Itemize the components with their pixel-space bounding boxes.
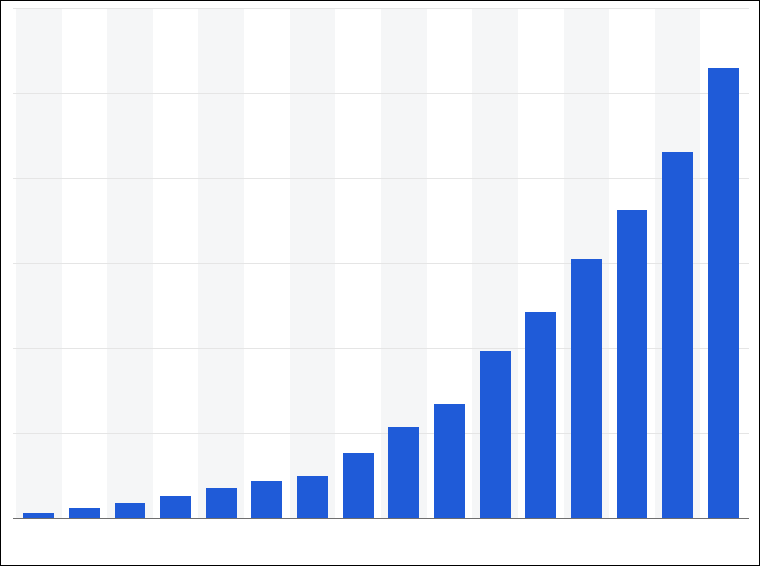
chart-bar — [525, 312, 556, 519]
chart-bar — [571, 259, 602, 519]
chart-gridline — [13, 178, 749, 179]
chart-bar — [160, 496, 191, 519]
chart-bg-stripe — [198, 9, 244, 519]
chart-frame — [0, 0, 760, 566]
chart-bar — [480, 351, 511, 519]
chart-bar — [297, 476, 328, 519]
chart-bar — [343, 453, 374, 519]
chart-plot-area — [13, 9, 749, 519]
chart-bar — [708, 68, 739, 519]
chart-bar — [662, 152, 693, 519]
chart-bg-stripe — [290, 9, 336, 519]
chart-gridline — [13, 8, 749, 9]
chart-bg-stripe — [107, 9, 153, 519]
chart-bg-stripe — [16, 9, 62, 519]
chart-gridline — [13, 93, 749, 94]
chart-baseline — [13, 518, 749, 519]
chart-bar — [434, 404, 465, 519]
chart-bar — [251, 481, 282, 519]
chart-bar — [388, 427, 419, 519]
chart-bar — [617, 210, 648, 519]
chart-bar — [115, 503, 146, 519]
chart-bar — [206, 488, 237, 519]
